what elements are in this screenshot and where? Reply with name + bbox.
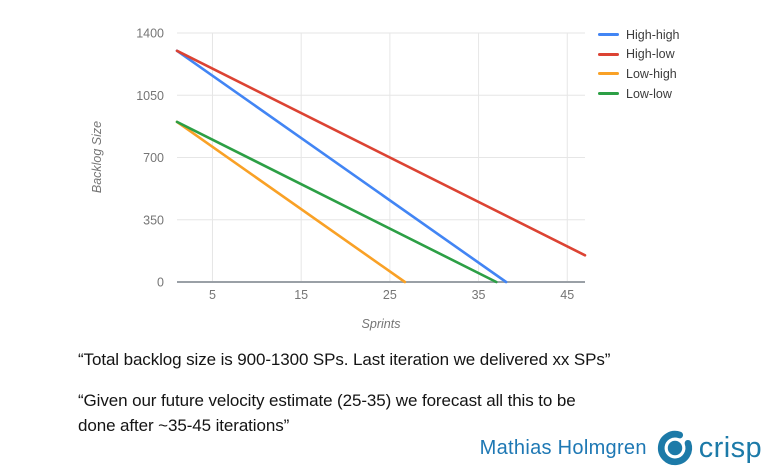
y-tick-label: 700 <box>143 151 164 165</box>
legend-item-high-high: High-high <box>598 25 680 45</box>
legend-label: Low-high <box>626 66 677 81</box>
crisp-logo-icon <box>657 430 692 466</box>
legend-label: High-high <box>626 27 680 42</box>
series-line-high-low <box>175 49 587 257</box>
legend-item-high-low: High-low <box>598 45 680 65</box>
chart-canvas: 5 15 25 35 45 0 350 700 1050 1400 <box>136 27 587 302</box>
chart-legend: High-high High-low Low-high Low-low <box>598 25 680 103</box>
crisp-logo-text: crisp <box>698 431 762 464</box>
legend-swatch <box>598 72 619 76</box>
quote-velocity-line-2: done after ~35-45 iterations” <box>78 416 290 435</box>
series-line-low-high <box>175 120 407 284</box>
x-tick-label: 5 <box>209 288 216 302</box>
legend-item-low-low: Low-low <box>598 84 680 104</box>
legend-label: Low-low <box>626 86 672 101</box>
y-tick-label: 1050 <box>136 89 164 103</box>
y-tick-label: 0 <box>157 276 164 290</box>
quote-velocity-forecast: “Given our future velocity estimate (25-… <box>78 388 698 438</box>
series-line-high-high <box>175 49 508 284</box>
quote-velocity-line-1: “Given our future velocity estimate (25-… <box>78 391 576 410</box>
author-name: Mathias Holmgren <box>479 436 647 459</box>
footer: Mathias Holmgren crisp <box>480 429 762 467</box>
x-tick-label: 45 <box>560 288 574 302</box>
x-tick-label: 35 <box>472 288 486 302</box>
x-axis-title: Sprints <box>361 317 401 331</box>
series-line-low-low <box>175 120 498 284</box>
legend-swatch <box>598 52 619 56</box>
x-tick-label: 25 <box>383 288 397 302</box>
legend-swatch <box>598 33 619 37</box>
legend-label: High-low <box>626 47 675 62</box>
legend-item-low-high: Low-high <box>598 64 680 84</box>
backlog-burndown-chart: 5 15 25 35 45 0 350 700 1050 1400 Backlog Size Sp… <box>90 25 680 332</box>
x-tick-label: 15 <box>294 288 308 302</box>
quote-backlog-size: “Total backlog size is 900-1300 SPs. Las… <box>78 350 611 369</box>
y-axis-title: Backlog Size <box>90 120 104 194</box>
legend-swatch <box>598 92 619 96</box>
y-tick-label: 1400 <box>136 27 164 41</box>
y-tick-label: 350 <box>143 213 164 227</box>
